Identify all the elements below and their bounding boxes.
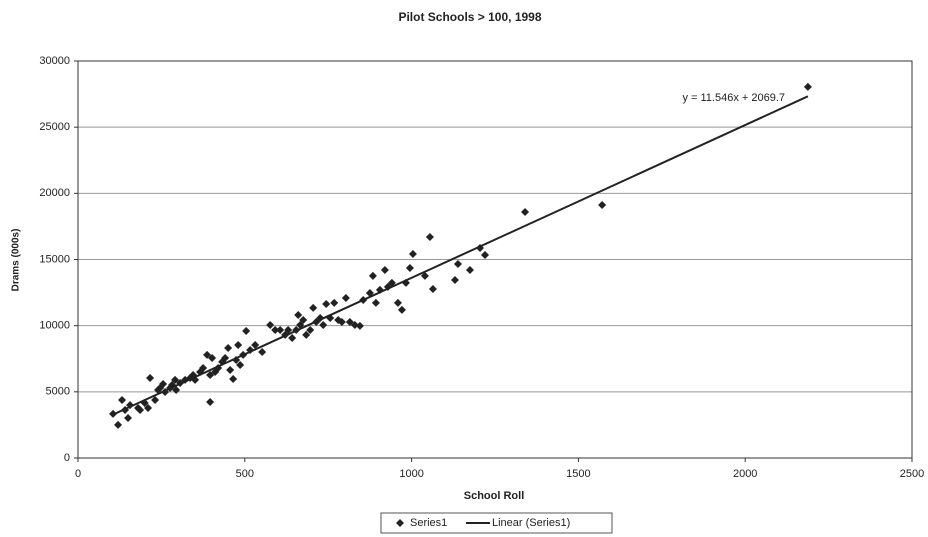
point	[203, 350, 212, 359]
x-tick-label: 0	[75, 468, 81, 480]
y-tick-label: 20000	[39, 187, 70, 199]
point	[322, 299, 331, 308]
x-tick-label: 2500	[900, 468, 924, 480]
point	[302, 330, 311, 339]
y-tick-label: 5000	[46, 386, 70, 398]
point	[450, 276, 459, 285]
point	[288, 333, 297, 342]
point	[229, 374, 238, 383]
point	[420, 271, 429, 280]
y-axis-label: Drams (000s)	[11, 229, 22, 292]
y-tick-label: 30000	[39, 55, 70, 67]
y-tick-label: 15000	[39, 253, 70, 265]
legend-marker	[396, 519, 404, 527]
chart-title: Pilot Schools > 100, 1998	[398, 10, 541, 24]
point	[266, 321, 275, 330]
trendline-equation: y = 11.546x + 2069.7	[682, 92, 785, 104]
point	[299, 315, 308, 324]
x-tick-label: 1000	[399, 468, 423, 480]
y-tick-label: 25000	[39, 121, 70, 133]
point	[350, 321, 359, 330]
point	[124, 414, 133, 423]
point	[236, 360, 245, 369]
point	[294, 310, 303, 319]
point	[114, 420, 123, 429]
point	[284, 326, 293, 335]
y-tick-label: 0	[64, 452, 70, 464]
point	[208, 353, 217, 362]
point	[393, 298, 402, 307]
point	[224, 344, 233, 353]
plot-frame	[77, 60, 913, 459]
point	[146, 373, 155, 382]
point	[118, 396, 127, 405]
legend-box	[380, 512, 613, 534]
legend-label: Linear (Series1)	[492, 517, 570, 529]
point	[803, 82, 812, 91]
point	[408, 249, 417, 258]
point	[368, 271, 377, 280]
point	[136, 405, 145, 414]
point	[276, 326, 285, 335]
point	[380, 265, 389, 274]
point	[453, 259, 462, 268]
point	[397, 305, 406, 314]
legend-label: Series1	[410, 517, 447, 529]
point	[355, 321, 364, 330]
point	[242, 326, 251, 335]
point	[159, 380, 168, 389]
x-tick-label: 2000	[733, 468, 757, 480]
point	[309, 303, 318, 312]
point	[337, 317, 346, 326]
point	[330, 298, 339, 307]
point	[598, 200, 607, 209]
x-axis-label: School Roll	[464, 490, 525, 502]
point	[480, 251, 489, 260]
point	[258, 348, 267, 357]
point	[144, 403, 153, 412]
point	[251, 340, 260, 349]
x-tick-label: 1500	[566, 468, 590, 480]
point	[171, 375, 180, 384]
point	[306, 326, 315, 335]
point	[425, 233, 434, 242]
point	[319, 321, 328, 330]
x-tick-label: 500	[236, 468, 254, 480]
point	[126, 401, 135, 410]
point	[199, 364, 208, 373]
point	[405, 263, 414, 272]
point	[341, 294, 350, 303]
point	[221, 353, 230, 362]
trendline	[112, 95, 809, 416]
point	[345, 317, 354, 326]
y-tick-label: 10000	[39, 320, 70, 332]
point	[428, 285, 437, 294]
point	[521, 207, 530, 216]
point	[465, 265, 474, 274]
point	[206, 371, 215, 380]
point	[172, 385, 181, 394]
point	[234, 340, 243, 349]
point	[226, 365, 235, 374]
point	[371, 298, 380, 307]
point	[271, 326, 280, 335]
point	[151, 396, 160, 405]
point	[206, 398, 215, 407]
